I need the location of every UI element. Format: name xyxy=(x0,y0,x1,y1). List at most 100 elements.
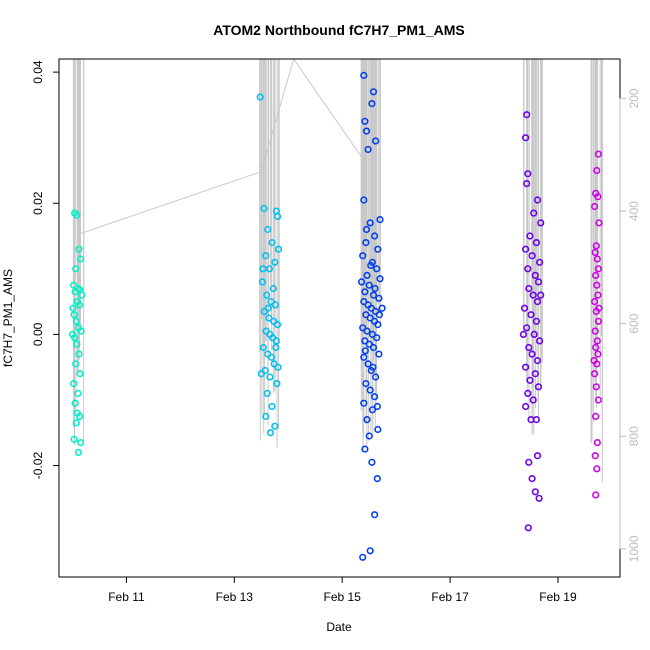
data-point xyxy=(365,281,373,289)
data-point xyxy=(371,511,379,519)
y-right-tick-label: 400 xyxy=(627,201,641,221)
data-point xyxy=(594,193,602,201)
data-point xyxy=(524,265,532,273)
data-point xyxy=(266,373,274,381)
data-point xyxy=(75,301,84,309)
data-point xyxy=(72,419,80,427)
data-point xyxy=(591,327,599,335)
data-point xyxy=(360,399,368,407)
data-point xyxy=(361,117,369,125)
data-point xyxy=(267,353,276,361)
x-tick-label: Feb 15 xyxy=(324,590,362,604)
data-point xyxy=(593,465,601,473)
y-axis-right: 200 400 600 800 1000 xyxy=(619,88,641,562)
series-feb-19 xyxy=(590,150,603,499)
data-point xyxy=(361,288,369,296)
data-point xyxy=(365,340,373,348)
data-point xyxy=(72,317,80,325)
data-point xyxy=(369,343,378,352)
data-point xyxy=(594,396,603,404)
y-right-tick-label: 600 xyxy=(627,313,641,333)
data-point xyxy=(591,248,599,256)
data-point xyxy=(524,170,532,178)
x-tick-label: Feb 17 xyxy=(431,590,469,604)
data-point xyxy=(71,288,79,296)
data-point xyxy=(592,242,600,250)
data-point xyxy=(362,380,370,388)
data-point xyxy=(362,127,371,135)
data-point xyxy=(274,363,282,371)
data-point xyxy=(262,252,270,260)
data-point xyxy=(268,239,276,247)
data-point xyxy=(263,291,271,299)
data-point xyxy=(271,422,279,430)
data-point xyxy=(273,321,282,329)
data-point xyxy=(366,386,374,394)
data-point xyxy=(268,402,276,411)
data-point xyxy=(363,327,371,335)
data-point xyxy=(374,245,382,253)
data-point xyxy=(258,278,267,286)
data-point xyxy=(68,330,77,339)
data-point xyxy=(75,350,83,358)
data-point xyxy=(531,370,539,378)
data-point xyxy=(264,225,272,234)
data-point xyxy=(537,219,545,227)
data-point xyxy=(375,350,383,358)
data-point xyxy=(527,416,535,424)
data-point xyxy=(372,137,380,145)
data-point xyxy=(592,271,600,280)
data-point xyxy=(523,180,531,188)
data-point xyxy=(257,370,265,378)
data-point xyxy=(360,298,368,306)
series-feb-10 xyxy=(68,209,86,457)
data-point xyxy=(360,71,368,79)
data-point xyxy=(524,389,532,398)
data-point xyxy=(263,389,271,398)
series-feb-13 xyxy=(256,93,283,437)
data-point xyxy=(264,304,272,312)
data-point xyxy=(271,301,279,309)
data-point xyxy=(526,232,534,240)
y-right-tick-label: 1000 xyxy=(627,535,641,562)
data-point xyxy=(359,252,367,260)
data-point xyxy=(366,314,374,322)
data-point xyxy=(76,439,85,447)
data-point xyxy=(362,225,371,234)
data-point xyxy=(361,347,370,355)
data-point xyxy=(69,380,78,388)
data-point xyxy=(593,255,601,263)
data-point xyxy=(74,389,82,398)
data-point xyxy=(78,291,86,299)
data-point xyxy=(534,383,543,391)
data-point xyxy=(520,304,529,312)
data-point xyxy=(590,202,599,211)
series-feb-15 xyxy=(358,71,386,561)
data-point xyxy=(72,360,80,368)
data-point xyxy=(592,343,600,352)
data-point xyxy=(69,304,77,312)
data-point xyxy=(532,239,541,247)
data-point xyxy=(531,488,539,496)
data-point xyxy=(375,311,384,319)
data-point xyxy=(535,494,543,502)
data-point xyxy=(271,258,279,266)
data-point xyxy=(374,425,382,434)
data-point xyxy=(259,265,267,273)
data-point xyxy=(532,317,541,325)
data-point xyxy=(521,363,530,371)
y-tick-label: 0.04 xyxy=(31,60,45,84)
data-point xyxy=(368,330,377,339)
data-point xyxy=(362,239,370,247)
data-point xyxy=(525,458,533,466)
data-point xyxy=(537,291,545,299)
data-point xyxy=(533,196,542,204)
data-point xyxy=(359,553,367,561)
data-point xyxy=(366,219,374,227)
data-point xyxy=(368,406,377,414)
x-tick-label: Feb 19 xyxy=(539,590,577,604)
data-point xyxy=(533,452,542,460)
data-point xyxy=(75,245,83,253)
data-point xyxy=(359,324,367,332)
